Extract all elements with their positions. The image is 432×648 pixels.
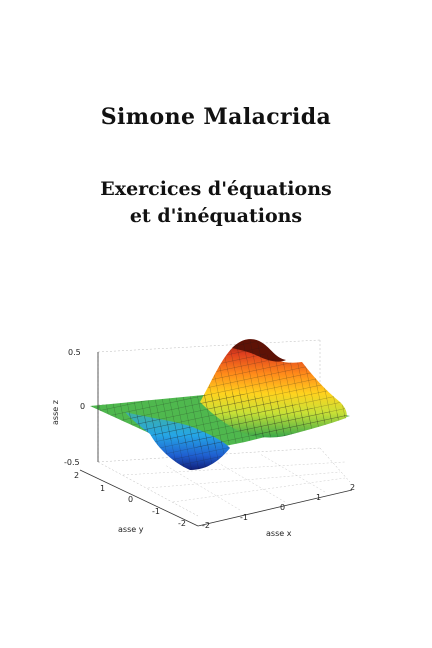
x-tick: 2 bbox=[350, 483, 355, 492]
z-tick: 0.5 bbox=[68, 348, 81, 357]
x-tick: -1 bbox=[240, 513, 248, 522]
book-title: Exercices d'équations et d'inéquations bbox=[0, 176, 432, 230]
title-line-1: Exercices d'équations bbox=[100, 178, 332, 200]
surface-plot-figure: 0.5 0 -0.5 asse z 2 1 0 -1 -2 asse y -2 … bbox=[51, 339, 355, 538]
x-tick: 1 bbox=[316, 493, 321, 502]
z-axis-ticks: 0.5 0 -0.5 bbox=[64, 348, 85, 467]
surface bbox=[90, 339, 350, 470]
floor-grid bbox=[122, 453, 346, 511]
y-axis-label: asse y bbox=[118, 525, 144, 534]
x-tick: 0 bbox=[280, 503, 285, 512]
z-axis-label: asse z bbox=[51, 400, 60, 425]
title-line-2: et d'inéquations bbox=[129, 205, 303, 227]
y-tick: -1 bbox=[152, 507, 160, 516]
y-axis-ticks: 2 1 0 -1 -2 bbox=[74, 471, 186, 528]
x-axis-ticks: -2 -1 0 1 2 bbox=[202, 483, 355, 530]
z-tick: -0.5 bbox=[64, 458, 80, 467]
axes bbox=[79, 352, 353, 527]
y-tick: 1 bbox=[100, 484, 105, 493]
y-tick: -2 bbox=[178, 519, 186, 528]
y-tick: 2 bbox=[74, 471, 79, 480]
x-axis-label: asse x bbox=[266, 529, 292, 538]
x-tick: -2 bbox=[202, 521, 210, 530]
z-tick: 0 bbox=[80, 402, 85, 411]
y-tick: 0 bbox=[128, 495, 133, 504]
author-name: Simone Malacrida bbox=[100, 104, 332, 130]
